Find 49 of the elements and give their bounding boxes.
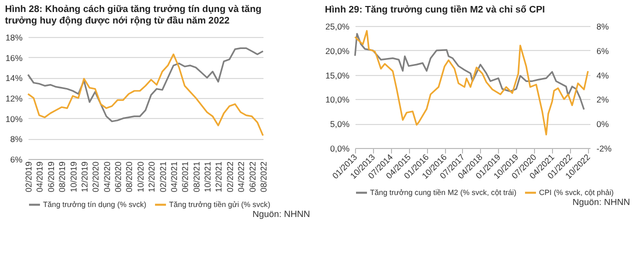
y2-tick-label: 6%: [596, 46, 610, 56]
x-tick-label: 06/2019: [46, 161, 56, 192]
line-series: [354, 33, 585, 110]
x-tick-label: 12/2019: [79, 161, 90, 192]
y-tick-label: 25,0%: [325, 22, 350, 32]
x-tick-label: 08/2019: [57, 161, 68, 192]
x-tick-label: 02/2020: [90, 161, 101, 192]
chart-title: Hình 29: Tăng trưởng cung tiền M2 và chỉ số CPI: [324, 4, 545, 16]
y2-tick-label: -2%: [596, 144, 612, 154]
line-series: [354, 30, 589, 136]
y-tick-label: 15,0%: [325, 70, 350, 80]
x-tick-label: 08/2021: [191, 161, 202, 192]
x-tick-label: 06/2021: [180, 161, 190, 192]
y-tick-label: 16%: [5, 52, 23, 63]
y-tick-label: 6%: [10, 154, 23, 164]
x-tick-label: 06/2020: [113, 161, 124, 192]
x-tick-label: 04/2021: [168, 161, 179, 192]
y-tick-label: 10,0%: [325, 94, 350, 105]
x-tick-label: 04/2020: [102, 161, 112, 192]
y-tick-label: 10%: [5, 114, 23, 124]
line-series: [27, 53, 264, 136]
x-tick-label: 02/2022: [224, 161, 235, 192]
y-tick-label: 14%: [5, 73, 23, 84]
x-tick-label: 02/2019: [24, 161, 34, 192]
x-tick-label: 08/2022: [258, 161, 268, 192]
x-tick-label: 08/2020: [124, 161, 134, 192]
y-tick-label: 0,0%: [330, 144, 350, 154]
y2-tick-label: 4%: [596, 70, 610, 80]
x-tick-label: 04/2022: [236, 161, 246, 192]
x-tick-label: 06/2022: [247, 161, 258, 192]
text: Nguồn: NHNN: [251, 209, 311, 219]
y-tick-label: 12%: [5, 94, 23, 104]
y2-tick-label: 8%: [596, 22, 610, 32]
y-tick-label: 18%: [5, 32, 23, 42]
text: Nguồn: NHNN: [571, 197, 631, 207]
x-tick-label: 10/2019: [68, 161, 78, 192]
y-tick-label: 5,0%: [330, 119, 350, 130]
x-tick-label: 10/2020: [135, 161, 146, 192]
line-series: [27, 47, 264, 122]
x-tick-label: 10/2021: [202, 161, 213, 192]
y2-tick-label: 2%: [596, 94, 610, 105]
x-tick-label: 02/2021: [158, 161, 168, 192]
x-tick-label: 04/2019: [34, 161, 45, 192]
y-tick-label: 20,0%: [325, 46, 350, 56]
x-tick-label: 12/2021: [214, 161, 224, 192]
y2-tick-label: 0%: [596, 119, 610, 130]
chart-title: Hình 28: Khoảng cách giữa tăng trưởng tín dụng và tăng trưởng huy động được nới rộng từ đầu năm 2022: [4, 4, 262, 26]
y-tick-label: 8%: [10, 134, 23, 144]
x-tick-label: 12/2020: [146, 161, 157, 192]
